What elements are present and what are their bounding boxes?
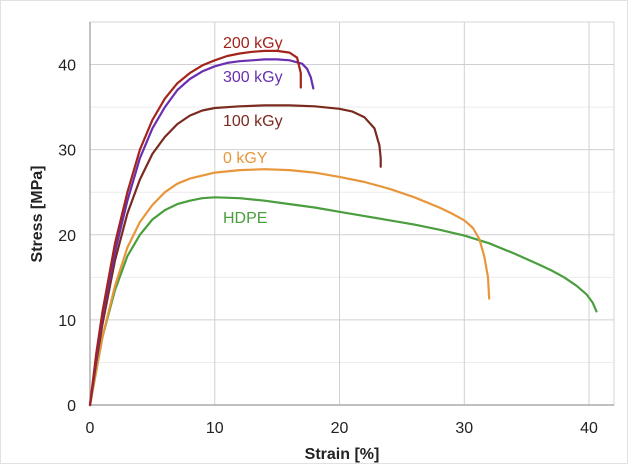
y-tick-label: 40 [58, 58, 76, 75]
x-tick-label: 0 [86, 420, 95, 437]
x-tick-label: 40 [580, 420, 598, 437]
series-line-200-kgy [88, 49, 302, 407]
series-line-300-kgy [88, 58, 315, 407]
series-label-0-kgy: 0 kGY [223, 150, 268, 167]
series-label-100-kgy: 100 kGy [223, 113, 283, 130]
series-labels: 200 kGy 300 kGy 100 kGy 0 kGY HDPE [223, 35, 283, 227]
x-tick-label: 30 [455, 420, 473, 437]
series-line-hdpe [88, 196, 598, 407]
y-tick-label: 30 [58, 143, 76, 160]
series-line-100-kgy [88, 104, 382, 407]
series-line-0-kgy [88, 168, 491, 407]
series-label-300-kgy: 300 kGy [223, 69, 283, 86]
x-tick-label: 20 [331, 420, 349, 437]
y-axis-title: Stress [MPa] [29, 166, 46, 263]
y-tick-label: 20 [58, 228, 76, 245]
series-lines [88, 49, 598, 407]
y-tick-label: 0 [67, 398, 76, 415]
x-tick-label: 10 [206, 420, 224, 437]
x-axis-title: Strain [%] [305, 446, 380, 463]
series-label-200-kgy: 200 kGy [223, 35, 283, 52]
y-axis: 0 10 20 30 40 [58, 22, 91, 415]
series-label-hdpe: HDPE [223, 210, 267, 227]
y-tick-label: 10 [58, 313, 76, 330]
x-axis: 0 10 20 30 40 [86, 404, 614, 437]
